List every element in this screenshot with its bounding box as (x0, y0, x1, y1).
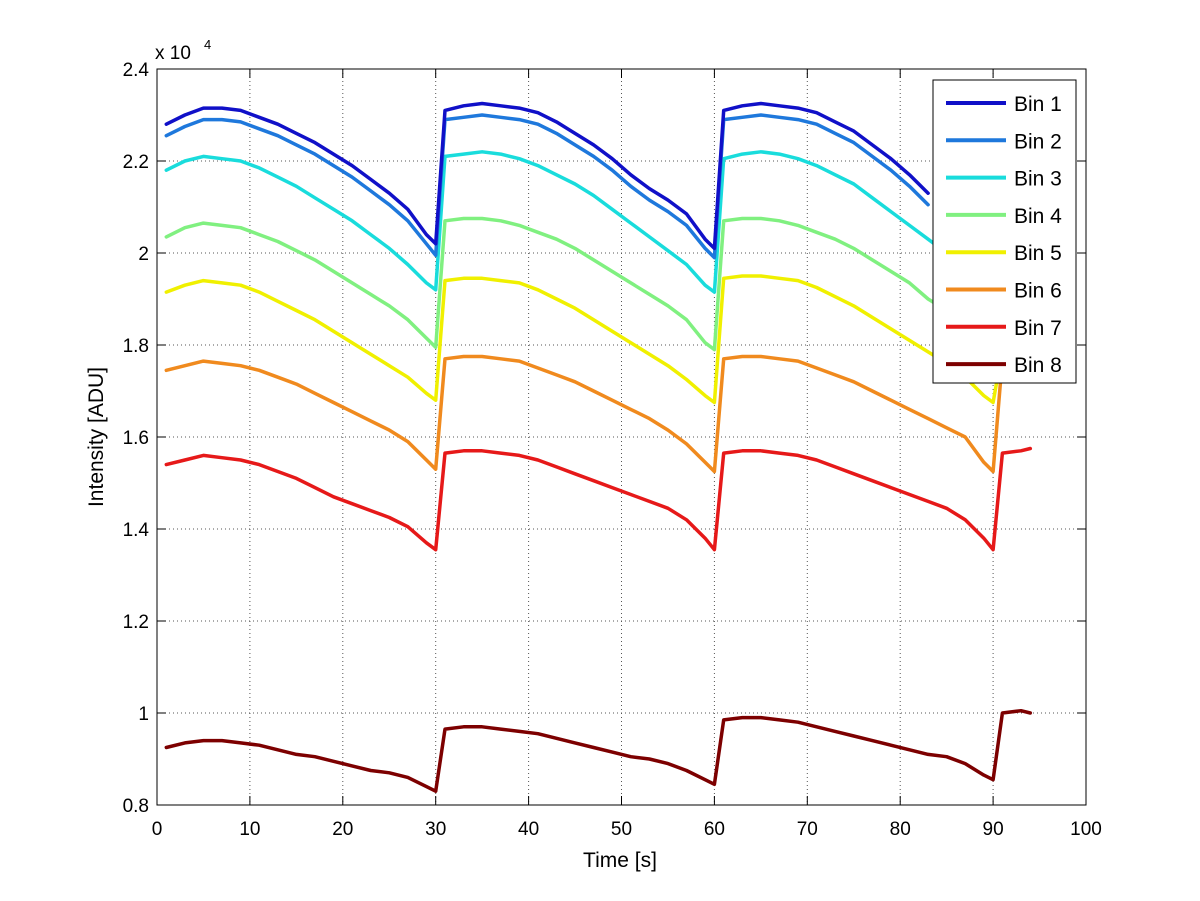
x-tick-label: 100 (1070, 819, 1102, 840)
legend-label: Bin 3 (1014, 168, 1062, 191)
series-line-bin-3 (164, 150, 967, 294)
series-line-bin-7 (164, 446, 1033, 552)
x-tick-label: 10 (239, 819, 260, 840)
y-tick-label: 2 (138, 244, 149, 265)
x-tick-label: 0 (152, 819, 163, 840)
legend-label: Bin 6 (1014, 280, 1062, 303)
legend-label: Bin 1 (1014, 93, 1062, 116)
ticks: 0 10 20 30 40 50 60 70 80 90 100 0.8 1 1.2 1.4 1.6 1.8 2 2… (123, 60, 1102, 840)
legend-label: Bin 4 (1014, 205, 1062, 228)
legend: Bin 1 Bin 2 Bin 3 Bin 4 Bin 5 Bin 6 Bin 7 Bin 8 (932, 79, 1077, 384)
x-tick-label: 20 (332, 819, 353, 840)
x-axis-label: Time [s] (583, 849, 657, 872)
legend-label: Bin 7 (1014, 317, 1062, 340)
y-tick-label: 1.2 (123, 612, 149, 633)
grid (157, 69, 1086, 805)
x-tick-label: 80 (890, 819, 911, 840)
x-tick-label: 40 (518, 819, 539, 840)
series-line-bin-2 (164, 113, 930, 260)
y-exponent-base: x 10 (155, 43, 191, 64)
x-tick-label: 90 (983, 819, 1004, 840)
x-tick-label: 60 (704, 819, 725, 840)
series-line-bin-6 (164, 354, 1023, 474)
y-axis-label: Intensity [ADU] (85, 367, 108, 507)
legend-label: Bin 8 (1014, 354, 1062, 377)
x-tick-label: 70 (797, 819, 818, 840)
y-tick-label: 2.2 (123, 152, 149, 173)
y-exponent-power: 4 (204, 37, 211, 52)
series-line-bin-8 (164, 708, 1033, 793)
series-line-bin-4 (164, 216, 967, 352)
y-tick-label: 1 (138, 704, 149, 725)
series-line-bin-5 (164, 274, 1005, 405)
legend-label: Bin 2 (1014, 130, 1062, 153)
series-line-bin-1 (164, 101, 930, 251)
y-tick-label: 1.6 (123, 428, 149, 449)
y-tick-label: 0.8 (123, 796, 149, 817)
y-tick-label: 1.8 (123, 336, 149, 357)
series-group (164, 101, 1033, 793)
y-tick-label: 1.4 (123, 520, 150, 541)
x-tick-label: 50 (611, 819, 632, 840)
x-tick-label: 30 (425, 819, 446, 840)
y-exponent-label: x 10 4 (155, 37, 211, 64)
legend-label: Bin 5 (1014, 242, 1062, 265)
legend-box (932, 79, 1077, 384)
y-tick-label: 2.4 (123, 60, 150, 81)
